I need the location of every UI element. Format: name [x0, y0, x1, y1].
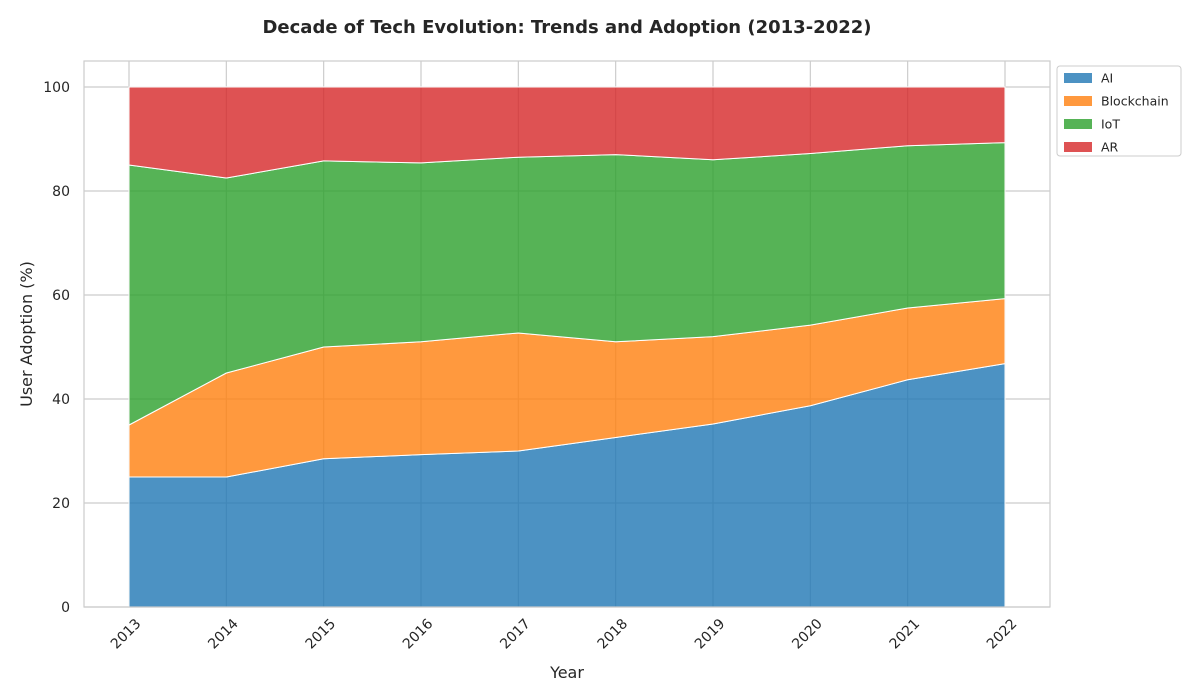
legend-label-ai: AI [1101, 71, 1113, 86]
x-tick-label: 2020 [789, 616, 826, 653]
chart-title: Decade of Tech Evolution: Trends and Ado… [262, 17, 871, 38]
area-layer [128, 86, 1006, 608]
legend-box [1056, 65, 1182, 157]
legend: AI Blockchain IoT AR [1056, 65, 1182, 157]
area-ar [128, 86, 1006, 179]
legend-swatch-ar [1064, 142, 1092, 152]
legend-label-iot: IoT [1101, 117, 1120, 132]
y-tick-label: 100 [43, 80, 70, 96]
x-tick-label: 2016 [400, 616, 437, 653]
x-tick-label: 2021 [887, 616, 924, 653]
x-tick-label: 2018 [595, 616, 632, 653]
x-tick-label: 2017 [497, 616, 534, 653]
y-axis-ticks: 0 20 40 60 80 100 [43, 80, 70, 616]
x-tick-label: 2022 [984, 616, 1021, 653]
x-tick-label: 2013 [108, 616, 145, 653]
plot-frame [83, 60, 1051, 608]
y-tick-label: 80 [52, 184, 70, 200]
y-tick-label: 60 [52, 288, 70, 304]
legend-swatch-iot [1064, 119, 1092, 129]
y-tick-label: 20 [52, 496, 70, 512]
y-tick-label: 0 [61, 600, 70, 616]
legend-label-ar: AR [1101, 140, 1119, 155]
x-tick-label: 2014 [205, 616, 242, 653]
x-tick-label: 2015 [303, 616, 340, 653]
legend-swatch-ai [1064, 73, 1092, 83]
legend-label-blockchain: Blockchain [1101, 94, 1169, 109]
x-tick-label: 2019 [692, 616, 729, 653]
x-axis-ticks: 2013 2014 2015 2016 2017 2018 2019 2020 2021 2022 [108, 616, 1021, 653]
y-tick-label: 40 [52, 392, 70, 408]
x-axis-label: Year [549, 663, 584, 682]
y-axis-label: User Adoption (%) [17, 261, 36, 407]
legend-swatch-blockchain [1064, 96, 1092, 106]
